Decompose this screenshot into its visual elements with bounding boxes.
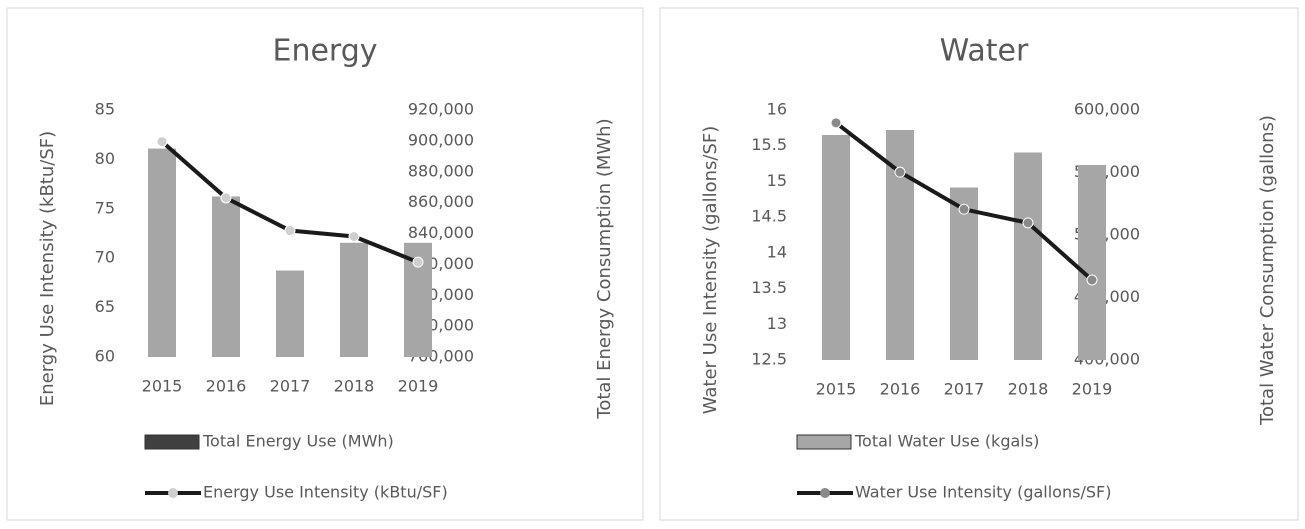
y2-tick-label: 900,000: [408, 130, 474, 149]
marker: [1086, 274, 1098, 286]
legend-label: Total Water Use (kgals): [854, 432, 1039, 451]
legend-label: Water Use Intensity (gallons/SF): [855, 483, 1111, 502]
y2-tick-label: 600,000: [1074, 100, 1140, 119]
marker: [1022, 217, 1034, 229]
y-tick-label: 15.5: [751, 135, 787, 154]
x-tick-label: 2016: [206, 377, 247, 396]
marker: [830, 117, 842, 129]
x-tick-label: 2015: [816, 380, 857, 399]
bar: [822, 135, 850, 360]
x-tick-label: 2018: [334, 377, 375, 396]
y-tick-label: 14: [767, 242, 787, 261]
legend-marker: [820, 488, 830, 498]
y-tick-label: 65: [95, 297, 115, 316]
x-tick-label: 2017: [270, 377, 311, 396]
bar: [1078, 165, 1106, 360]
y2-tick-label: 880,000: [408, 161, 474, 180]
y-axis-label: Water Use Intensity (gallons/SF): [700, 126, 721, 415]
bar: [1014, 152, 1042, 360]
marker: [284, 225, 296, 237]
bar: [212, 196, 240, 357]
bar: [276, 270, 304, 357]
y2-tick-label: 840,000: [408, 223, 474, 242]
chart-title: Water: [940, 34, 1029, 69]
marker: [220, 192, 232, 204]
marker: [894, 166, 906, 178]
x-tick-label: 2019: [398, 377, 439, 396]
marker: [156, 136, 168, 148]
legend-label: Energy Use Intensity (kBtu/SF): [203, 483, 448, 502]
y-tick-label: 70: [95, 248, 115, 267]
panel: [6, 7, 644, 521]
y-tick-label: 13.5: [751, 278, 787, 297]
y-tick-label: 16: [767, 100, 787, 119]
y-axis-label: Energy Use Intensity (kBtu/SF): [37, 131, 58, 406]
bar: [148, 148, 176, 357]
legend-label: Total Energy Use (MWh): [202, 432, 394, 451]
x-tick-label: 2019: [1072, 380, 1113, 399]
x-tick-label: 2017: [944, 380, 985, 399]
legend-marker: [168, 488, 178, 498]
bar: [950, 187, 978, 360]
marker: [958, 203, 970, 215]
legend-swatch: [796, 434, 852, 450]
y2-axis-label: Total Water Consumption (gallons): [1257, 115, 1278, 426]
y-tick-label: 80: [95, 149, 115, 168]
y-tick-label: 60: [95, 347, 115, 366]
y2-tick-label: 860,000: [408, 192, 474, 211]
panel: [659, 7, 1299, 521]
x-tick-label: 2015: [142, 377, 183, 396]
y-tick-label: 13: [767, 314, 787, 333]
bar: [340, 242, 368, 357]
y-tick-label: 85: [95, 100, 115, 119]
y-tick-label: 14.5: [751, 207, 787, 226]
marker: [348, 230, 360, 242]
y2-axis-label: Total Energy Consumption (MWh): [594, 118, 615, 419]
x-tick-label: 2018: [1008, 380, 1049, 399]
x-tick-label: 2016: [880, 380, 921, 399]
legend-swatch: [144, 434, 200, 450]
y-tick-label: 15: [767, 171, 787, 190]
chart-title: Energy: [272, 34, 377, 69]
y-tick-label: 75: [95, 198, 115, 217]
y-tick-label: 12.5: [751, 350, 787, 369]
marker: [412, 256, 424, 268]
y2-tick-label: 920,000: [408, 100, 474, 119]
